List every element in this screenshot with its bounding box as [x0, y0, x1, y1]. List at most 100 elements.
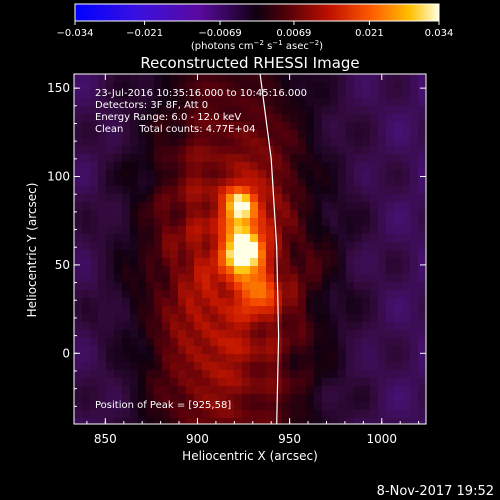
heatmap-cell — [266, 314, 274, 322]
heatmap-cell — [258, 226, 266, 234]
heatmap-cell — [298, 386, 306, 394]
heatmap-cell — [130, 90, 138, 98]
heatmap-cell — [162, 290, 170, 298]
heatmap-cell — [266, 170, 274, 178]
heatmap-cell — [74, 322, 82, 330]
heatmap-cell — [130, 394, 138, 402]
heatmap-cell — [106, 202, 114, 210]
heatmap-cell — [290, 298, 298, 306]
heatmap-cell — [98, 346, 106, 354]
heatmap-cell — [82, 258, 90, 266]
heatmap-cell — [378, 266, 386, 274]
heatmap-cell — [122, 346, 130, 354]
heatmap-cell — [250, 306, 258, 314]
heatmap-cell — [330, 170, 338, 178]
heatmap-cell — [354, 394, 362, 402]
heatmap-cell — [138, 274, 146, 282]
heatmap-cell — [402, 186, 410, 194]
heatmap-cell — [322, 410, 330, 418]
heatmap-cell — [346, 218, 354, 226]
heatmap-cell — [178, 378, 186, 386]
heatmap-cell — [370, 106, 378, 114]
heatmap-cell — [290, 394, 298, 402]
heatmap-cell — [138, 138, 146, 146]
heatmap-cell — [146, 386, 154, 394]
heatmap-cell — [90, 322, 98, 330]
heatmap-cell — [194, 194, 202, 202]
heatmap-cell — [330, 74, 338, 82]
heatmap-cell — [114, 330, 122, 338]
heatmap-cell — [170, 82, 178, 90]
heatmap-cell — [386, 90, 394, 98]
heatmap-cell — [202, 178, 210, 186]
heatmap-cell — [290, 306, 298, 314]
heatmap-cell — [82, 346, 90, 354]
heatmap-cell — [258, 250, 266, 258]
heatmap-cell — [114, 378, 122, 386]
y-tick-label: 0 — [62, 346, 70, 360]
heatmap-cell — [274, 74, 282, 82]
heatmap-cell — [250, 410, 258, 418]
heatmap-cell — [298, 98, 306, 106]
heatmap-cell — [234, 162, 242, 170]
heatmap-cell — [290, 162, 298, 170]
heatmap-cell — [202, 314, 210, 322]
heatmap-cell — [154, 290, 162, 298]
heatmap-cell — [378, 354, 386, 362]
heatmap-cell — [266, 106, 274, 114]
heatmap-cell — [250, 122, 258, 130]
heatmap-cell — [90, 178, 98, 186]
heatmap-cell — [146, 378, 154, 386]
heatmap-cell — [314, 314, 322, 322]
heatmap-cell — [322, 114, 330, 122]
heatmap-cell — [138, 234, 146, 242]
heatmap-cell — [362, 394, 370, 402]
heatmap-cell — [250, 162, 258, 170]
heatmap-cell — [290, 282, 298, 290]
heatmap-cell — [226, 122, 234, 130]
heatmap-cell — [378, 298, 386, 306]
heatmap-cell — [234, 242, 242, 250]
heatmap-cell — [298, 314, 306, 322]
heatmap-cell — [394, 186, 402, 194]
heatmap-cell — [378, 146, 386, 154]
heatmap-cell — [98, 114, 106, 122]
heatmap-cell — [194, 418, 202, 424]
heatmap-cell — [314, 114, 322, 122]
heatmap-cell — [194, 330, 202, 338]
heatmap-cell — [90, 114, 98, 122]
heatmap-cell — [402, 378, 410, 386]
heatmap-cell — [202, 346, 210, 354]
heatmap-cell — [386, 362, 394, 370]
heatmap-cell — [162, 330, 170, 338]
heatmap-cell — [378, 154, 386, 162]
heatmap-cell — [218, 402, 226, 410]
heatmap-cell — [154, 274, 162, 282]
heatmap-cell — [202, 266, 210, 274]
heatmap-cell — [210, 162, 218, 170]
heatmap-cell — [410, 138, 418, 146]
heatmap-cell — [218, 98, 226, 106]
heatmap-cell — [362, 82, 370, 90]
heatmap-cell — [370, 330, 378, 338]
heatmap-cell — [90, 370, 98, 378]
heatmap-cell — [114, 98, 122, 106]
heatmap-cell — [370, 98, 378, 106]
heatmap-cell — [170, 362, 178, 370]
heatmap-cell — [98, 90, 106, 98]
heatmap-cell — [402, 202, 410, 210]
heatmap-cell — [114, 306, 122, 314]
heatmap-cell — [250, 98, 258, 106]
heatmap-cell — [98, 298, 106, 306]
heatmap-cell — [178, 298, 186, 306]
heatmap-cell — [370, 298, 378, 306]
heatmap-cell — [154, 250, 162, 258]
heatmap-cell — [274, 226, 282, 234]
heatmap-cell — [74, 418, 82, 424]
heatmap-cell — [242, 218, 250, 226]
heatmap-cell — [98, 202, 106, 210]
heatmap-cell — [170, 354, 178, 362]
heatmap-cell — [298, 378, 306, 386]
heatmap-cell — [322, 290, 330, 298]
heatmap-cell — [418, 258, 426, 266]
